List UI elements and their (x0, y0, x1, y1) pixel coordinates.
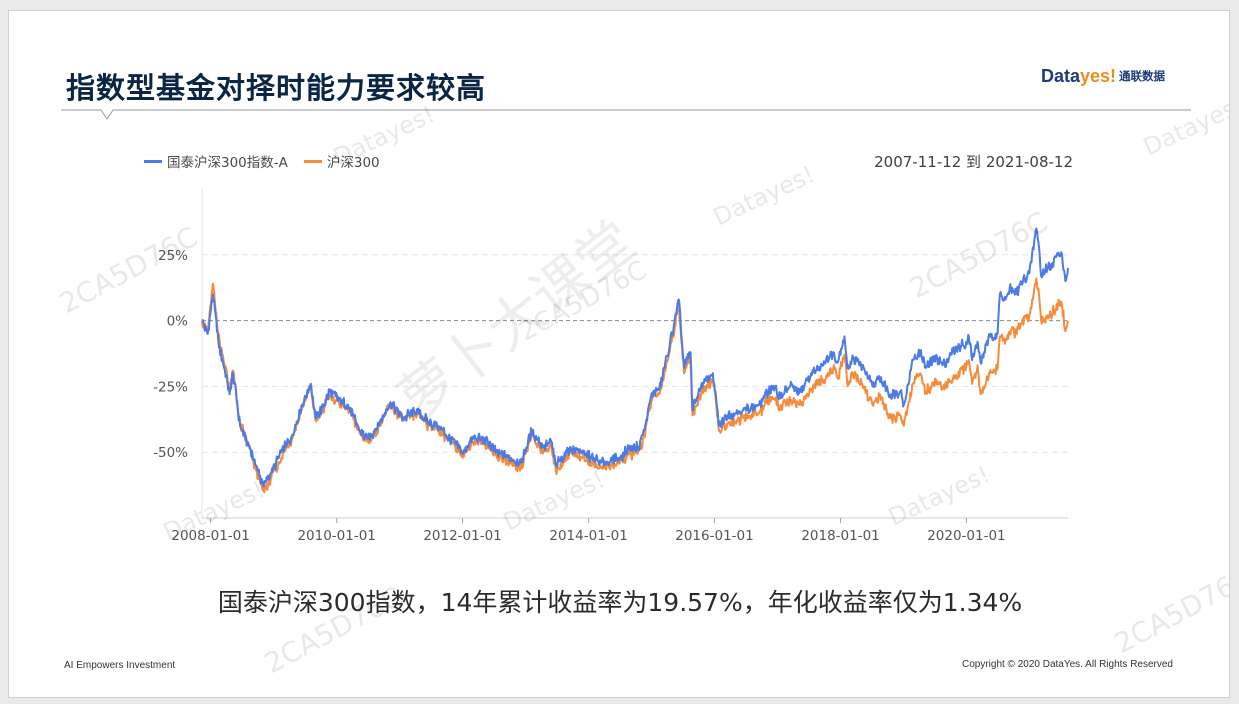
brand-logo-cn: 通联数据 (1119, 69, 1166, 83)
x-tick-label: 2018-01-01 (801, 528, 879, 544)
legend-swatch-fund (144, 159, 162, 163)
chart-caption: 国泰沪深300指数，14年累计收益率为19.57%，年化收益率仅为1.34% (217, 588, 1023, 617)
legend-item-index[interactable]: 沪深300 (303, 151, 380, 171)
y-tick-label: 0% (167, 314, 189, 330)
date-range: 2007-11-12 到 2021-08-12 (874, 153, 1073, 171)
page-title: 指数型基金对择时能力要求较高 (66, 71, 487, 105)
legend-item-fund[interactable]: 国泰沪深300指数-A (144, 151, 288, 171)
chart-grid (202, 254, 1068, 453)
x-tick-label: 2014-01-01 (549, 528, 627, 544)
brand-logo: Data yes! 通联数据 (1041, 64, 1165, 88)
brand-logo-part1: Data (1041, 65, 1081, 86)
title-underline (61, 109, 1191, 120)
slide: 指数型基金对择时能力要求较高 Data yes! 通联数据 国泰沪深300指数-… (8, 10, 1230, 698)
legend-label-fund: 国泰沪深300指数-A (167, 155, 288, 171)
legend-swatch-index (303, 159, 322, 163)
series-line-index (201, 277, 1069, 494)
chart-axes: 25% 0% -25% -50% 2008-01-01 2010-01-01 2012-01… (153, 189, 1068, 544)
y-tick-label: -25% (153, 379, 188, 395)
series-line-fund (201, 227, 1069, 488)
brand-logo-part2: yes! (1080, 65, 1117, 86)
footer-tagline: AI Empowers Investment (64, 660, 176, 671)
legend-label-index: 沪深300 (326, 155, 380, 171)
line-chart: 25% 0% -25% -50% 2008-01-01 2010-01-01 2012-01… (153, 189, 1069, 544)
footer-copyright: Copyright © 2020 DataYes. All Rights Res… (961, 659, 1173, 670)
x-tick-label: 2020-01-01 (927, 528, 1005, 544)
x-tick-label: 2012-01-01 (423, 528, 501, 544)
y-tick-label: -50% (153, 445, 188, 461)
x-tick-label: 2010-01-01 (297, 528, 375, 544)
chart-series (201, 227, 1069, 494)
y-tick-label: 25% (158, 248, 188, 264)
x-tick-label: 2016-01-01 (675, 528, 753, 544)
x-tick-label: 2008-01-01 (171, 528, 249, 544)
chart-legend: 国泰沪深300指数-A 沪深300 (144, 151, 396, 171)
